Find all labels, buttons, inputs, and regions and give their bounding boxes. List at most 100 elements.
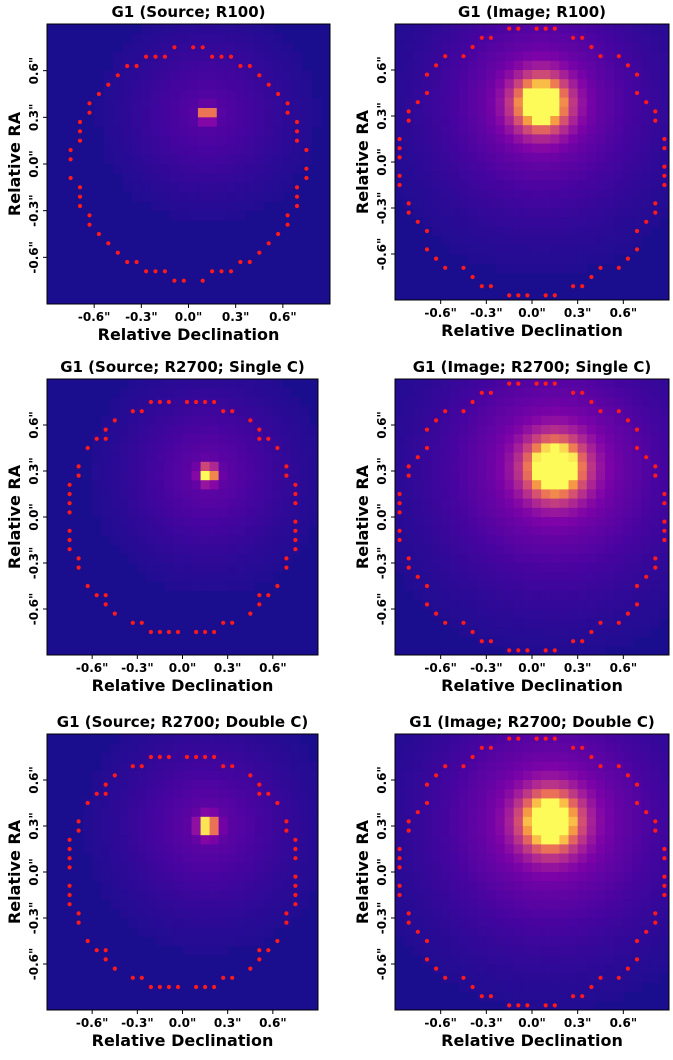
heatmap-cell — [273, 154, 284, 165]
heatmap-cell — [522, 226, 533, 237]
heatmap-cell — [431, 945, 442, 956]
heatmap-cell — [641, 743, 652, 753]
heatmap-cell — [522, 964, 533, 974]
heatmap-cell — [486, 434, 497, 444]
heatmap-cell — [550, 106, 560, 117]
heatmap-cell — [532, 563, 542, 573]
heatmap-cell — [650, 406, 661, 417]
heatmap-cell — [113, 89, 124, 100]
heatmap-cell — [227, 581, 238, 592]
heatmap-cell — [541, 991, 551, 1002]
heatmap-cell — [614, 452, 624, 463]
heatmap-cell — [641, 507, 652, 518]
heatmap-cell — [245, 535, 256, 546]
heatmap-cell — [422, 434, 433, 444]
heatmap-cell — [559, 853, 570, 864]
heatmap-cell — [541, 872, 551, 882]
heatmap-cell — [458, 498, 469, 509]
heatmap-cell — [440, 609, 451, 619]
heatmap-cell — [245, 388, 256, 398]
heatmap-cell — [191, 489, 202, 500]
heatmap-cell — [299, 517, 310, 527]
heatmap-cell — [659, 964, 669, 974]
heatmap-cell — [226, 42, 237, 53]
heatmap-cell — [568, 973, 579, 983]
heatmap-cell — [495, 563, 506, 573]
heatmap-cell — [155, 743, 166, 753]
mask-dot — [653, 565, 658, 570]
heatmap-cell — [477, 235, 487, 246]
heatmap-cell — [605, 217, 615, 227]
mask-dot — [293, 892, 298, 898]
heatmap-cell — [595, 734, 606, 744]
heatmap-cell — [413, 780, 423, 790]
heatmap-cell — [83, 844, 93, 855]
heatmap-cell — [431, 198, 442, 209]
heatmap-cell — [218, 581, 229, 592]
heatmap-cell — [431, 125, 442, 135]
heatmap-cell — [532, 517, 542, 527]
heatmap-cell — [522, 780, 533, 790]
heatmap-cell — [532, 982, 542, 993]
heatmap-cell — [522, 526, 533, 536]
heatmap-cell — [577, 134, 588, 145]
heatmap-cell — [101, 807, 111, 818]
heatmap-cell — [182, 826, 193, 836]
heatmap-cell — [440, 180, 451, 191]
heatmap-cell — [209, 789, 220, 799]
heatmap-cell — [468, 816, 478, 827]
heatmap-cell — [605, 143, 615, 154]
heatmap-cell — [200, 780, 211, 790]
heatmap-cell — [245, 173, 256, 184]
mask-dot — [397, 146, 402, 151]
heatmap-cell — [146, 853, 156, 864]
heatmap-cell — [122, 108, 133, 118]
mask-dot — [644, 810, 649, 815]
mask-dot — [479, 994, 484, 999]
heatmap-cell — [207, 173, 218, 184]
heatmap-cell — [522, 590, 533, 601]
heatmap-cell — [550, 770, 560, 781]
heatmap-cell — [568, 881, 579, 891]
heatmap-cell — [404, 862, 414, 873]
heatmap-cell — [477, 51, 487, 62]
heatmap-cell — [272, 908, 283, 919]
heatmap-cell — [449, 881, 460, 891]
heatmap-cell — [440, 936, 451, 947]
heatmap-cell — [495, 770, 506, 781]
heatmap-cell — [522, 761, 533, 772]
heatmap-cell — [245, 406, 256, 417]
heatmap-cell — [550, 226, 560, 237]
heatmap-cell — [272, 780, 283, 790]
heatmap-cell — [431, 498, 442, 509]
heatmap-cell — [440, 498, 451, 509]
heatmap-cell — [568, 461, 579, 472]
heatmap-cell — [623, 954, 634, 965]
heatmap-cell — [605, 862, 615, 873]
heatmap-cell — [128, 743, 138, 753]
mask-dot — [434, 418, 439, 423]
heatmap-cell — [504, 507, 515, 518]
heatmap-cell — [182, 507, 193, 518]
heatmap-cell — [207, 117, 218, 128]
heatmap-cell — [477, 908, 487, 919]
heatmap-cell — [595, 826, 606, 836]
heatmap-cell — [468, 24, 478, 34]
heatmap-cell — [301, 136, 312, 146]
heatmap-cell — [254, 507, 265, 518]
heatmap-cell — [650, 171, 661, 181]
heatmap-cell — [92, 452, 102, 463]
heatmap-cell — [235, 210, 246, 221]
heatmap-cell — [641, 116, 652, 126]
heatmap-cell — [173, 434, 184, 444]
heatmap-cell — [141, 108, 152, 118]
heatmap-cell — [191, 498, 202, 509]
heatmap-cell — [422, 452, 433, 463]
heatmap-cell — [641, 862, 652, 873]
heatmap-cell — [468, 143, 478, 154]
mask-dot — [488, 994, 493, 999]
heatmap-cell — [586, 208, 597, 218]
heatmap-cell — [458, 599, 469, 610]
heatmap-cell — [263, 853, 274, 864]
heatmap-cell — [200, 563, 211, 573]
